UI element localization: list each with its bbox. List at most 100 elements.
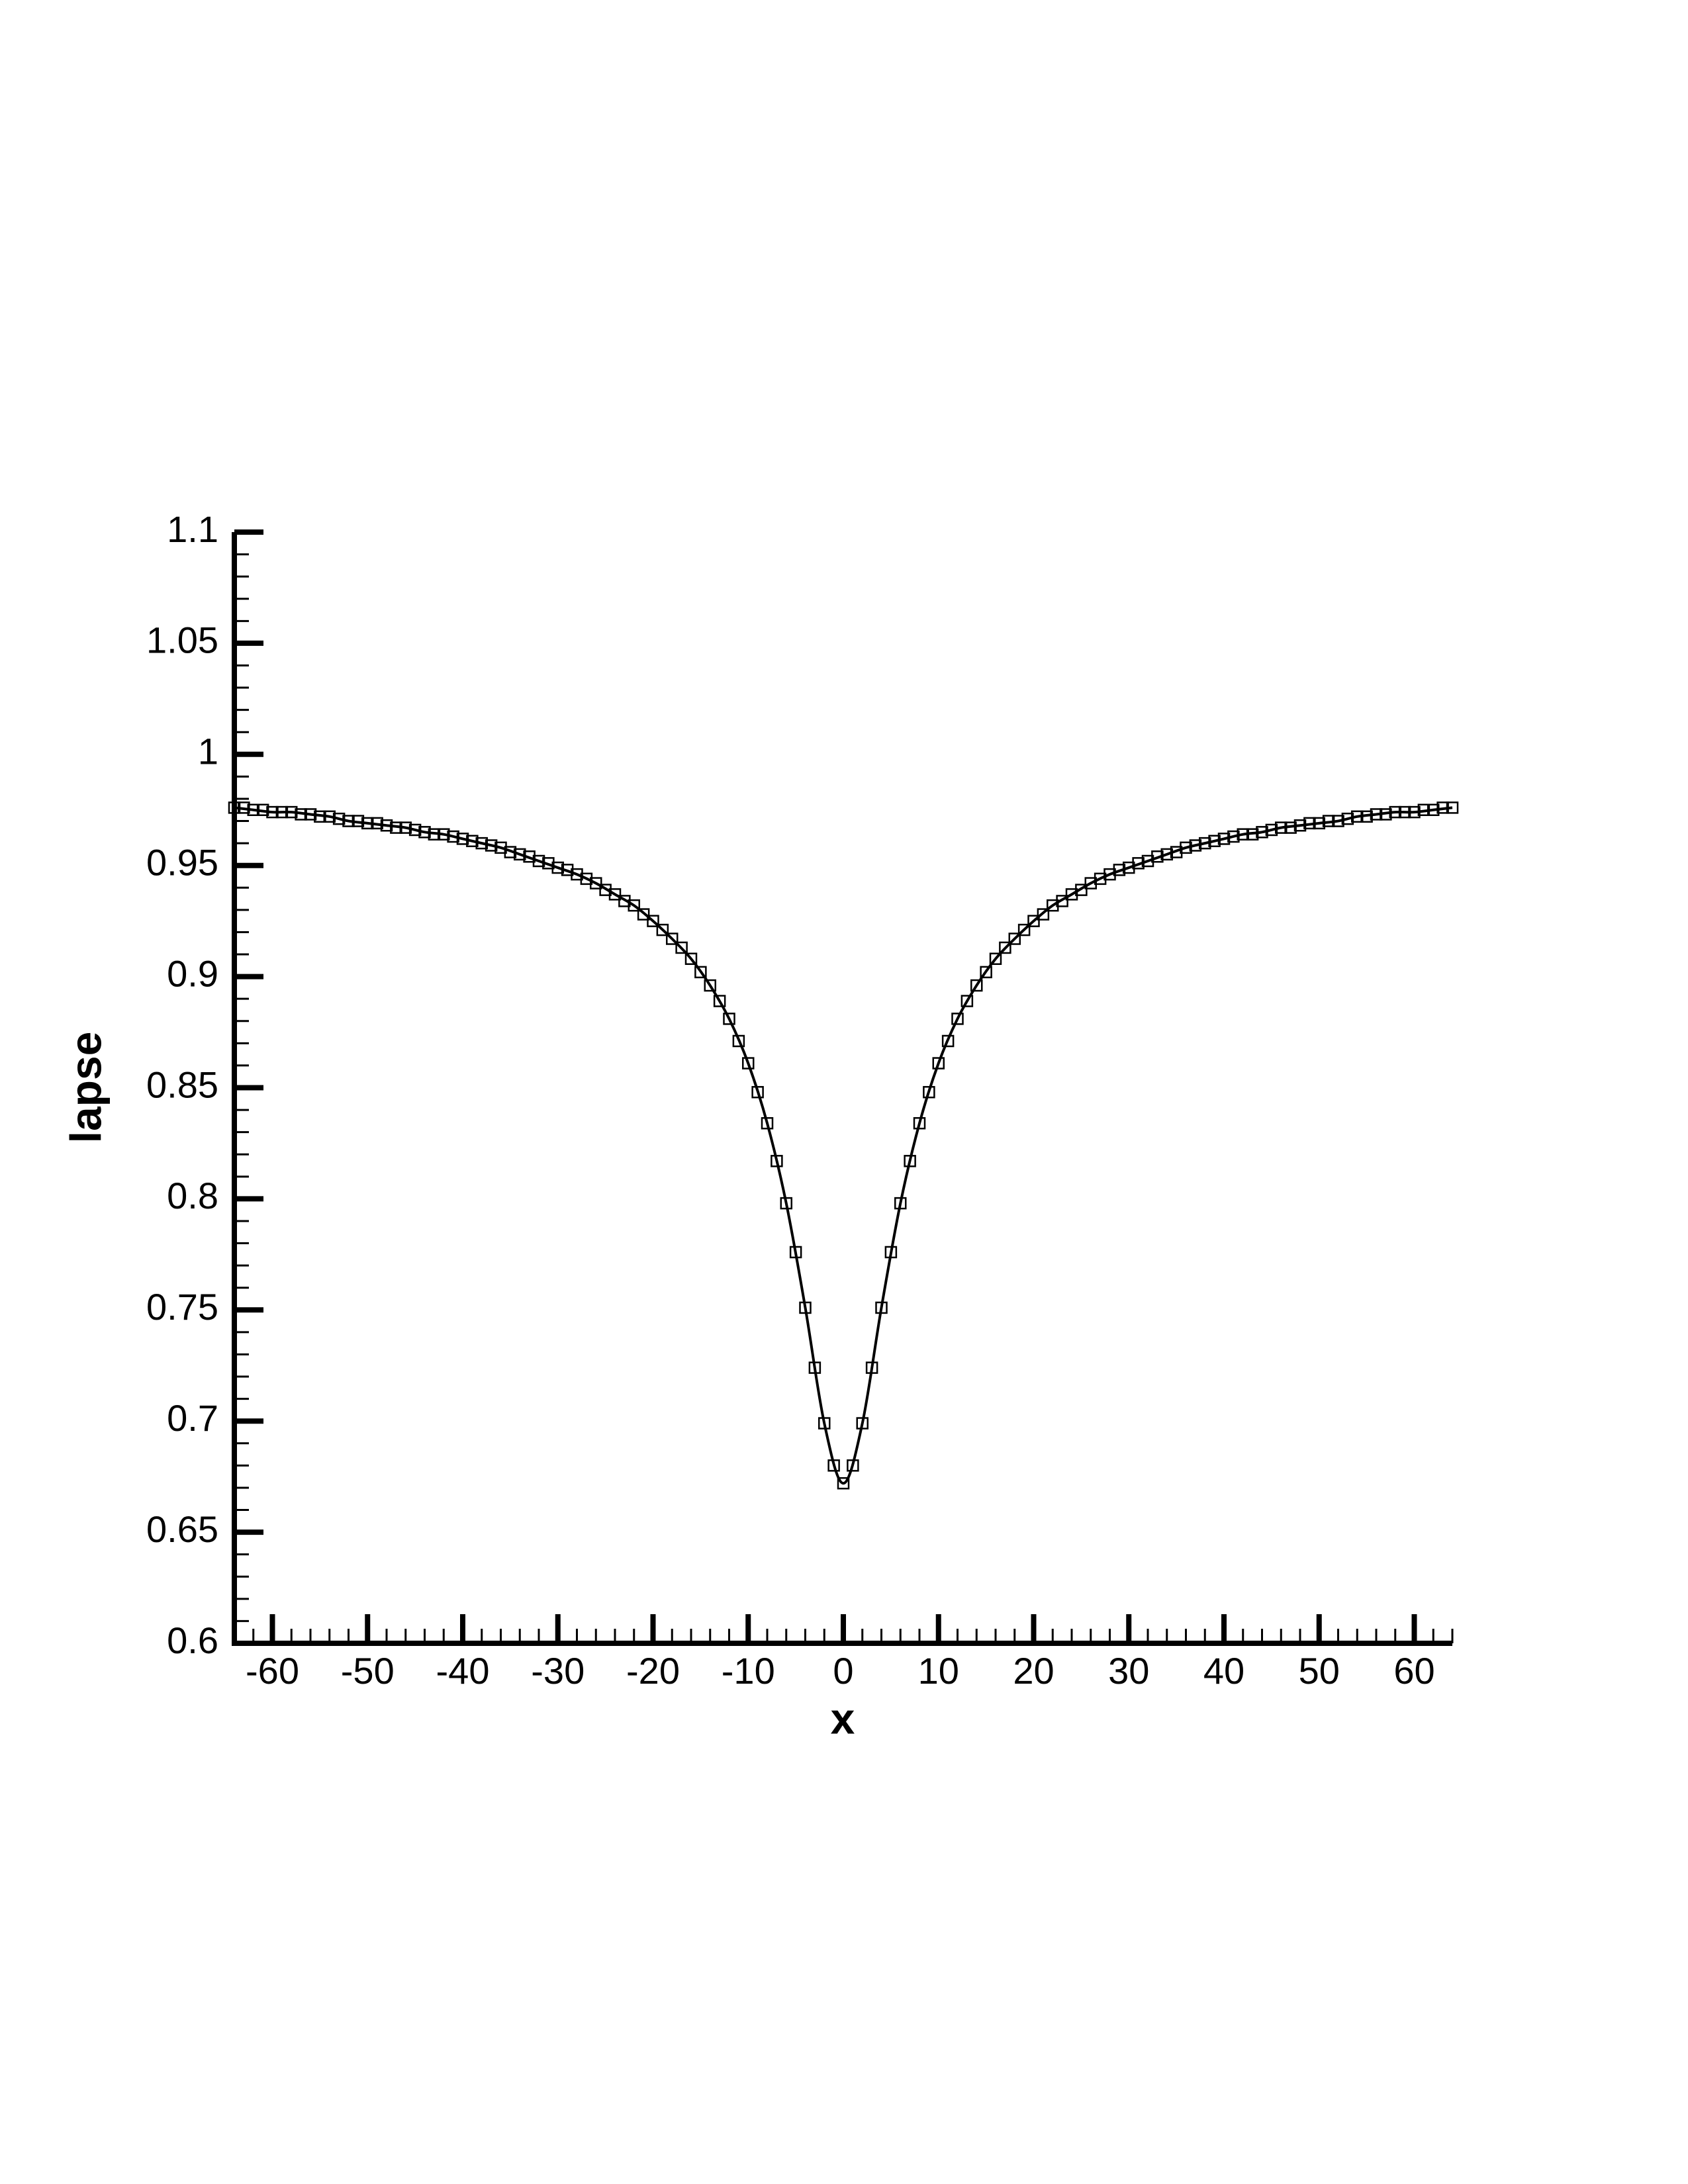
square-marker xyxy=(608,888,622,901)
square-marker xyxy=(923,1085,935,1099)
y-axis-label: lapse xyxy=(61,1032,110,1144)
square-marker xyxy=(380,819,393,832)
square-marker xyxy=(1151,850,1164,863)
square-marker xyxy=(856,1417,868,1430)
square-marker xyxy=(1275,821,1288,834)
square-marker xyxy=(818,1417,831,1430)
square-marker xyxy=(399,821,412,834)
square-marker xyxy=(1047,899,1059,912)
square-marker xyxy=(1380,808,1392,821)
square-marker xyxy=(1123,861,1135,874)
square-marker xyxy=(723,1013,735,1025)
x-tick-label: 10 xyxy=(918,1650,959,1692)
square-marker xyxy=(304,808,317,821)
y-tick-label: 0.7 xyxy=(167,1397,218,1439)
square-marker xyxy=(532,854,545,868)
square-marker xyxy=(599,884,612,896)
y-tick-label: 0.65 xyxy=(146,1508,218,1550)
square-marker xyxy=(285,805,298,819)
square-marker xyxy=(1427,803,1440,816)
square-marker xyxy=(1084,877,1097,889)
square-marker xyxy=(1199,837,1211,850)
square-marker xyxy=(1246,828,1259,841)
square-marker xyxy=(1132,857,1145,870)
square-marker xyxy=(542,857,555,870)
square-marker xyxy=(1417,803,1430,816)
square-marker xyxy=(580,872,593,886)
y-tick-label: 0.95 xyxy=(146,841,218,883)
square-marker xyxy=(1056,895,1068,907)
square-marker xyxy=(275,805,289,819)
square-marker xyxy=(808,1361,821,1374)
square-marker xyxy=(751,1085,764,1099)
square-marker xyxy=(342,815,355,827)
square-marker xyxy=(1284,821,1297,834)
square-marker xyxy=(1189,839,1202,852)
square-marker xyxy=(1351,810,1364,823)
square-marker xyxy=(1075,884,1088,896)
square-marker xyxy=(694,966,707,979)
square-marker xyxy=(847,1459,859,1472)
square-marker xyxy=(647,915,659,927)
square-marker xyxy=(1065,888,1078,901)
x-axis-label: x xyxy=(831,1694,855,1743)
y-tick-label: 1.05 xyxy=(146,619,218,661)
square-marker xyxy=(932,1057,945,1069)
square-marker xyxy=(314,810,326,823)
square-marker xyxy=(447,830,459,843)
square-marker xyxy=(1217,833,1231,845)
square-marker xyxy=(408,823,422,837)
x-tick-label: 30 xyxy=(1108,1650,1149,1692)
square-marker xyxy=(390,821,402,834)
square-marker xyxy=(913,1116,926,1130)
square-marker xyxy=(1446,801,1459,814)
square-marker xyxy=(332,812,346,825)
square-marker xyxy=(1208,835,1221,848)
x-tick-label: 50 xyxy=(1299,1650,1340,1692)
y-tick-label: 0.6 xyxy=(167,1619,218,1661)
square-marker xyxy=(514,848,526,861)
square-marker xyxy=(504,846,517,858)
square-marker xyxy=(999,941,1011,954)
square-marker xyxy=(894,1197,907,1210)
square-marker xyxy=(1265,823,1278,837)
square-marker xyxy=(590,877,602,889)
square-marker xyxy=(456,833,469,845)
square-marker xyxy=(1313,817,1325,830)
square-marker xyxy=(361,817,374,830)
y-tick-label: 0.8 xyxy=(167,1175,218,1216)
square-marker xyxy=(875,1301,888,1314)
square-marker xyxy=(884,1246,898,1259)
square-marker xyxy=(1256,826,1268,839)
y-tick-label: 0.85 xyxy=(146,1064,218,1105)
square-marker xyxy=(561,864,574,876)
square-marker xyxy=(989,952,1002,965)
square-marker xyxy=(837,1477,850,1490)
square-marker xyxy=(904,1155,916,1167)
x-tick-label: 20 xyxy=(1013,1650,1054,1692)
square-marker xyxy=(789,1246,802,1259)
square-marker xyxy=(980,966,992,979)
square-marker xyxy=(618,895,631,907)
square-marker xyxy=(1237,828,1249,841)
square-marker xyxy=(295,808,307,821)
square-marker xyxy=(571,868,583,881)
square-marker xyxy=(475,837,488,850)
square-marker xyxy=(761,1116,774,1130)
square-marker xyxy=(865,1361,878,1374)
y-tick-label: 1.1 xyxy=(167,508,218,550)
x-tick-label: -40 xyxy=(436,1650,490,1692)
square-marker xyxy=(713,995,726,1007)
square-marker xyxy=(637,908,650,921)
square-marker xyxy=(941,1034,955,1048)
square-marker xyxy=(951,1013,964,1025)
square-marker xyxy=(799,1301,812,1314)
square-marker xyxy=(732,1034,745,1048)
square-marker xyxy=(1008,933,1021,945)
square-marker xyxy=(228,801,241,814)
square-marker xyxy=(1322,815,1335,827)
x-tick-label: -30 xyxy=(531,1650,585,1692)
square-marker xyxy=(771,1155,783,1167)
x-tick-label: -10 xyxy=(722,1650,775,1692)
